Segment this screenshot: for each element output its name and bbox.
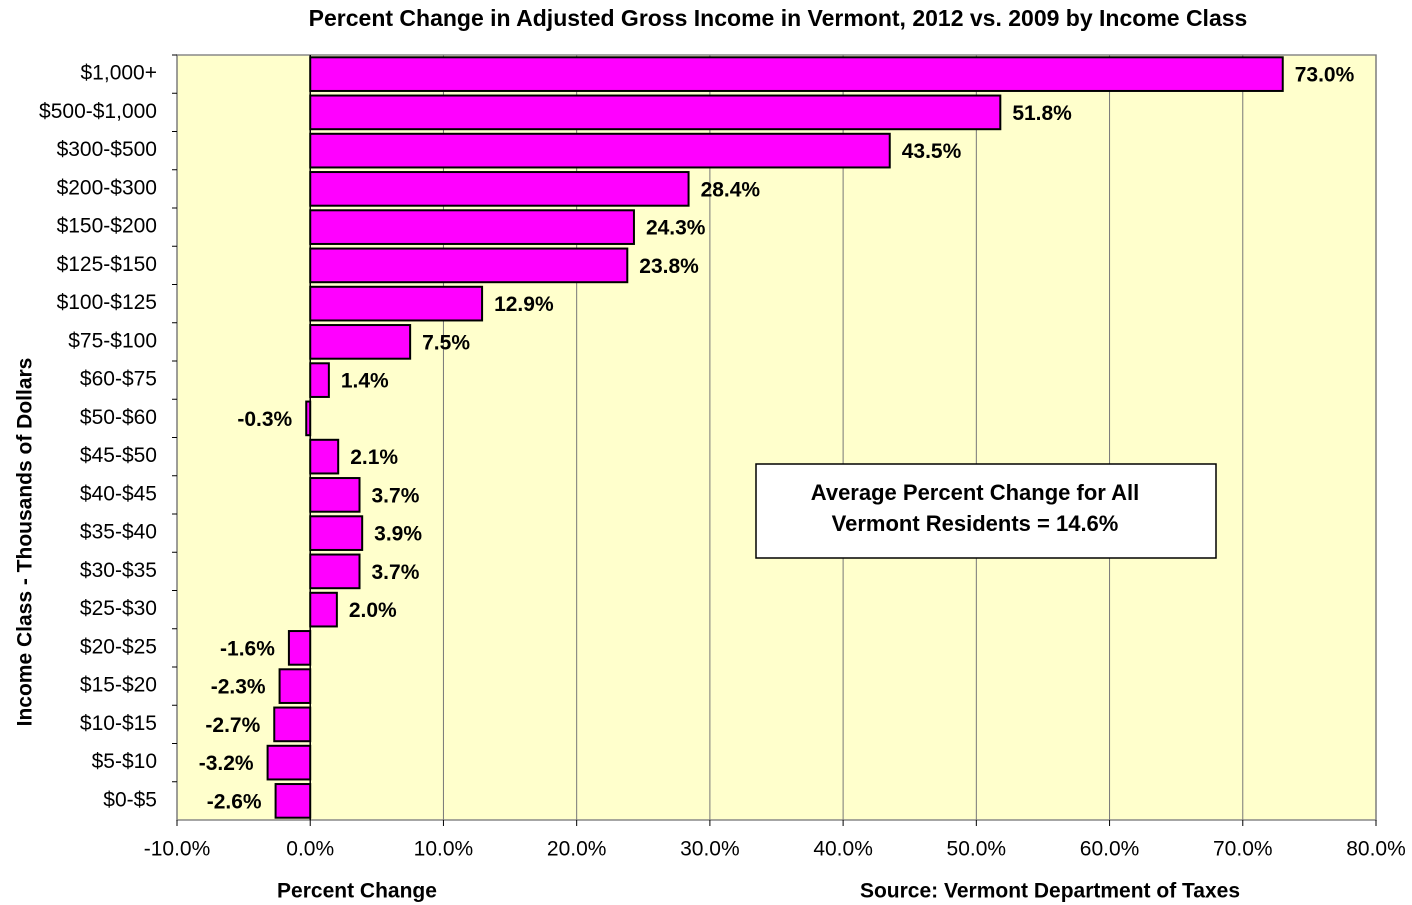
data-label: -2.7% — [205, 714, 260, 737]
bar — [309, 285, 484, 322]
x-tick-label: 0.0% — [286, 838, 334, 861]
bar — [287, 630, 312, 666]
y-tick-label: $200-$300 — [57, 176, 157, 199]
y-tick-label: $125-$150 — [57, 253, 157, 276]
y-tick-label: $50-$60 — [80, 406, 157, 429]
y-tick-label: $10-$15 — [80, 712, 157, 735]
data-label: 73.0% — [1295, 64, 1355, 87]
y-axis-label: Income Class - Thousands of Dollars — [14, 358, 37, 727]
bar — [266, 744, 312, 781]
data-label: 3.7% — [372, 484, 420, 507]
bar — [309, 132, 891, 169]
data-label: 51.8% — [1012, 102, 1072, 125]
x-tick-label: 30.0% — [680, 838, 740, 861]
data-label: 7.5% — [422, 331, 470, 354]
bar — [309, 247, 629, 284]
y-tick-label: $30-$35 — [80, 559, 157, 582]
bar — [309, 477, 361, 513]
annotation-box — [755, 463, 1217, 559]
data-label: 2.1% — [350, 446, 398, 469]
y-tick-label: $100-$125 — [57, 291, 157, 314]
y-tick-label: $75-$100 — [68, 329, 157, 352]
data-label: -3.2% — [199, 752, 254, 775]
x-tick-label: 60.0% — [1080, 838, 1140, 861]
annotation: Average Percent Change for All — [811, 480, 1139, 505]
x-tick-label: 40.0% — [813, 838, 873, 861]
bar — [309, 438, 340, 475]
plot-area — [176, 54, 1377, 821]
data-label: 24.3% — [646, 217, 706, 240]
x-tick-label: 70.0% — [1213, 838, 1273, 861]
y-tick-label: $300-$500 — [57, 138, 157, 161]
data-label: 23.8% — [639, 255, 699, 278]
data-label: 43.5% — [902, 140, 962, 163]
chart-title: Percent Change in Adjusted Gross Income … — [309, 5, 1248, 31]
bar — [274, 783, 312, 819]
y-tick-label: $60-$75 — [80, 368, 157, 391]
data-label: -1.6% — [220, 637, 275, 660]
x-tick-label: 50.0% — [947, 838, 1007, 861]
bar — [309, 94, 1002, 131]
bar — [309, 171, 690, 207]
data-label: -0.3% — [237, 408, 292, 431]
y-tick-label: $40-$45 — [80, 482, 157, 505]
bar — [309, 362, 330, 398]
y-tick-label: $1,000+ — [81, 62, 158, 85]
x-tick-label: 20.0% — [547, 838, 607, 861]
y-tick-label: $150-$200 — [57, 215, 157, 238]
data-label: 2.0% — [349, 599, 397, 622]
x-tick-label: -10.0% — [144, 838, 211, 861]
y-tick-label: $35-$40 — [80, 521, 157, 544]
y-tick-label: $45-$50 — [80, 444, 157, 467]
data-label: 1.4% — [341, 370, 389, 393]
x-axis-label: Percent Change — [277, 880, 437, 903]
data-label: 3.9% — [374, 523, 422, 546]
data-label: 28.4% — [701, 178, 761, 201]
data-label: -2.6% — [207, 790, 262, 813]
bar — [309, 591, 338, 628]
data-label: -2.3% — [211, 676, 266, 699]
data-label: 3.7% — [372, 561, 420, 584]
bar — [309, 209, 635, 245]
bar — [278, 668, 312, 704]
bar — [309, 324, 412, 360]
bar — [309, 56, 1284, 92]
annotation: Vermont Residents = 14.6% — [832, 511, 1119, 536]
x-tick-label: 10.0% — [414, 838, 474, 861]
y-tick-label: $15-$20 — [80, 674, 157, 697]
y-tick-label: $0-$5 — [103, 788, 157, 811]
data-label: 12.9% — [494, 293, 554, 316]
y-tick-label: $25-$30 — [80, 597, 157, 620]
bar — [309, 515, 364, 551]
bar — [305, 400, 312, 437]
y-tick-label: $20-$25 — [80, 635, 157, 658]
bar — [309, 553, 361, 590]
y-tick-label: $5-$10 — [92, 750, 157, 773]
bar — [273, 706, 312, 743]
y-tick-label: $500-$1,000 — [39, 100, 157, 123]
x-tick-label: 80.0% — [1346, 838, 1406, 861]
source: Source: Vermont Department of Taxes — [860, 880, 1240, 903]
